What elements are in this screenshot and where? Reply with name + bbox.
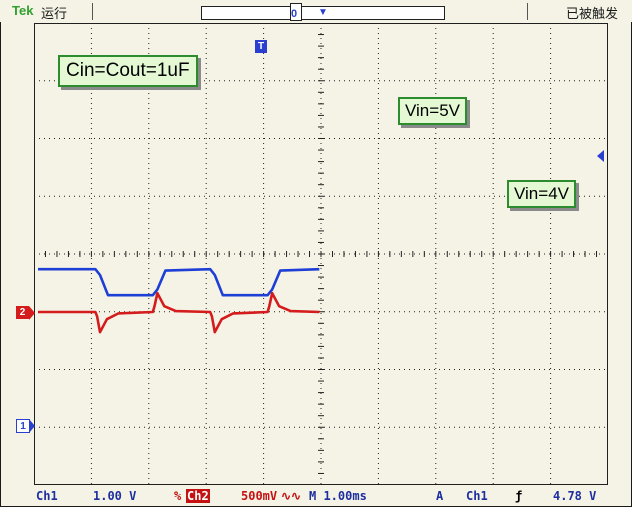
run-state: 运行 bbox=[41, 3, 67, 22]
annotation-vin-high: Vin=5V bbox=[398, 97, 467, 125]
annotation-vin-low: Vin=4V bbox=[507, 180, 576, 208]
timebase: M 1.00ms bbox=[309, 489, 367, 503]
ch1-ground-marker[interactable]: 1 bbox=[16, 419, 30, 433]
trigger-arrow-icon: ▼ bbox=[318, 6, 328, 19]
trigger-source[interactable]: Ch1 bbox=[466, 489, 488, 503]
bottom-status-bar: Ch1 1.00 V % Ch2 500mV ∿∿ M 1.00ms A Ch1… bbox=[0, 487, 632, 507]
ch2-bw-icon: ∿∿ bbox=[281, 489, 301, 503]
ch2-marker-arrow-icon bbox=[29, 306, 35, 320]
trigger-level-arrow-icon bbox=[597, 150, 604, 162]
graticule bbox=[34, 23, 608, 485]
acquisition-mode: A bbox=[436, 489, 443, 503]
divider bbox=[527, 3, 528, 20]
ch2-trace bbox=[38, 293, 319, 332]
trigger-level: 4.78 V bbox=[553, 489, 596, 503]
trigger-slope-icon: ƒ bbox=[515, 489, 522, 503]
ch1-scale: 1.00 V bbox=[93, 489, 136, 503]
trigger-position-marker: T bbox=[255, 40, 267, 53]
waveform-traces bbox=[38, 269, 319, 332]
trigger-state: 已被触发 bbox=[566, 3, 618, 22]
ch1-label[interactable]: Ch1 bbox=[36, 489, 58, 503]
ch2-scale: 500mV bbox=[241, 489, 277, 503]
ch2-label[interactable]: Ch2 bbox=[186, 489, 210, 503]
bw-limit-icon: % bbox=[174, 489, 181, 503]
divider bbox=[92, 3, 93, 20]
ch1-marker-arrow-icon bbox=[29, 419, 35, 433]
waveform-display bbox=[34, 23, 608, 485]
annotation-caps: Cin=Cout=1uF bbox=[58, 55, 198, 87]
ch1-trace bbox=[38, 269, 319, 295]
ch2-ground-marker[interactable]: 2 bbox=[16, 306, 29, 319]
record-position-marker: 0 bbox=[291, 8, 297, 20]
top-status-bar: Tek 运行 0 已被触发 bbox=[0, 0, 632, 22]
brand-logo: Tek bbox=[12, 3, 33, 18]
